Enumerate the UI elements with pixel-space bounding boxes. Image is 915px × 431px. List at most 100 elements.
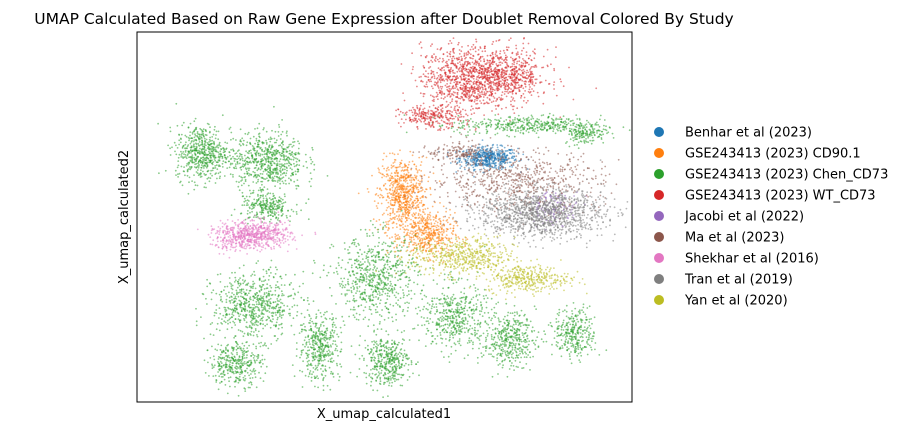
data-point: [214, 146, 217, 149]
data-point: [297, 152, 300, 155]
data-point: [184, 154, 187, 156]
data-point: [276, 316, 279, 319]
data-point: [317, 359, 319, 362]
data-point: [280, 314, 283, 317]
data-point: [387, 308, 390, 311]
data-point: [255, 216, 258, 219]
data-point: [233, 321, 236, 324]
data-point: [440, 228, 443, 230]
data-point: [268, 317, 270, 319]
data-point: [312, 346, 315, 349]
data-point: [380, 315, 383, 318]
data-point: [353, 274, 356, 276]
data-point: [227, 376, 230, 379]
data-point: [429, 193, 432, 196]
data-point: [242, 288, 245, 291]
data-point: [413, 163, 416, 166]
data-point: [400, 220, 403, 222]
data-point: [425, 220, 427, 223]
data-point: [189, 142, 192, 145]
data-point: [362, 274, 365, 277]
data-point: [260, 213, 263, 216]
data-point: [331, 343, 334, 345]
data-point: [198, 160, 200, 163]
data-point: [378, 258, 381, 261]
data-point: [385, 221, 387, 223]
data-point: [201, 160, 203, 163]
data-point: [387, 201, 390, 204]
data-point: [221, 300, 224, 303]
data-point: [208, 375, 210, 377]
data-point: [222, 349, 225, 352]
data-point: [313, 331, 315, 334]
data-point: [269, 208, 272, 211]
data-point: [237, 282, 240, 285]
data-point: [353, 316, 356, 319]
data-point: [275, 339, 278, 342]
data-point: [193, 156, 196, 159]
data-point: [286, 130, 288, 133]
data-point: [400, 249, 402, 252]
data-point: [349, 308, 352, 311]
data-point: [276, 219, 279, 221]
data-point: [372, 264, 375, 266]
data-point: [404, 179, 407, 181]
data-point: [308, 303, 310, 305]
data-point: [391, 236, 393, 239]
data-point: [245, 292, 247, 295]
data-point: [459, 167, 462, 170]
data-point: [397, 153, 399, 156]
data-point: [314, 354, 316, 357]
data-point: [255, 321, 258, 323]
data-point: [178, 153, 181, 156]
data-point: [339, 285, 342, 287]
data-point: [355, 299, 358, 302]
data-point: [226, 328, 229, 331]
data-point: [388, 177, 391, 180]
data-point: [311, 320, 314, 323]
data-point: [251, 273, 254, 276]
data-point: [246, 141, 249, 144]
data-point: [442, 205, 445, 208]
data-point: [418, 169, 421, 171]
data-point: [243, 197, 246, 200]
data-point: [445, 230, 448, 233]
data-point: [248, 344, 251, 347]
data-point: [395, 198, 397, 200]
data-point: [335, 326, 337, 329]
data-point: [421, 298, 424, 301]
data-point: [400, 174, 402, 177]
data-point: [306, 299, 309, 302]
data-point: [418, 220, 421, 223]
data-point: [343, 242, 346, 244]
data-point: [506, 161, 509, 164]
data-point: [274, 185, 276, 188]
data-point: [228, 151, 231, 153]
data-point: [368, 306, 371, 308]
data-point: [392, 185, 395, 187]
data-point: [444, 236, 447, 239]
data-point: [237, 185, 240, 188]
data-point: [258, 175, 261, 178]
data-point: [276, 268, 278, 271]
data-point: [195, 159, 198, 162]
data-point: [292, 155, 294, 158]
data-point: [416, 283, 419, 286]
data-point: [229, 376, 232, 379]
data-point: [292, 141, 294, 144]
data-point: [282, 294, 285, 297]
data-point: [265, 295, 268, 298]
data-point: [220, 376, 223, 378]
data-point: [233, 293, 235, 296]
data-point: [381, 293, 383, 296]
data-point: [358, 266, 361, 269]
data-point: [235, 345, 238, 348]
data-point: [282, 151, 285, 153]
data-point: [387, 223, 390, 226]
data-point: [278, 324, 281, 326]
data-point: [378, 171, 380, 174]
data-point: [261, 188, 263, 191]
data-point: [311, 337, 314, 339]
data-point: [310, 364, 313, 367]
data-point: [429, 259, 432, 262]
